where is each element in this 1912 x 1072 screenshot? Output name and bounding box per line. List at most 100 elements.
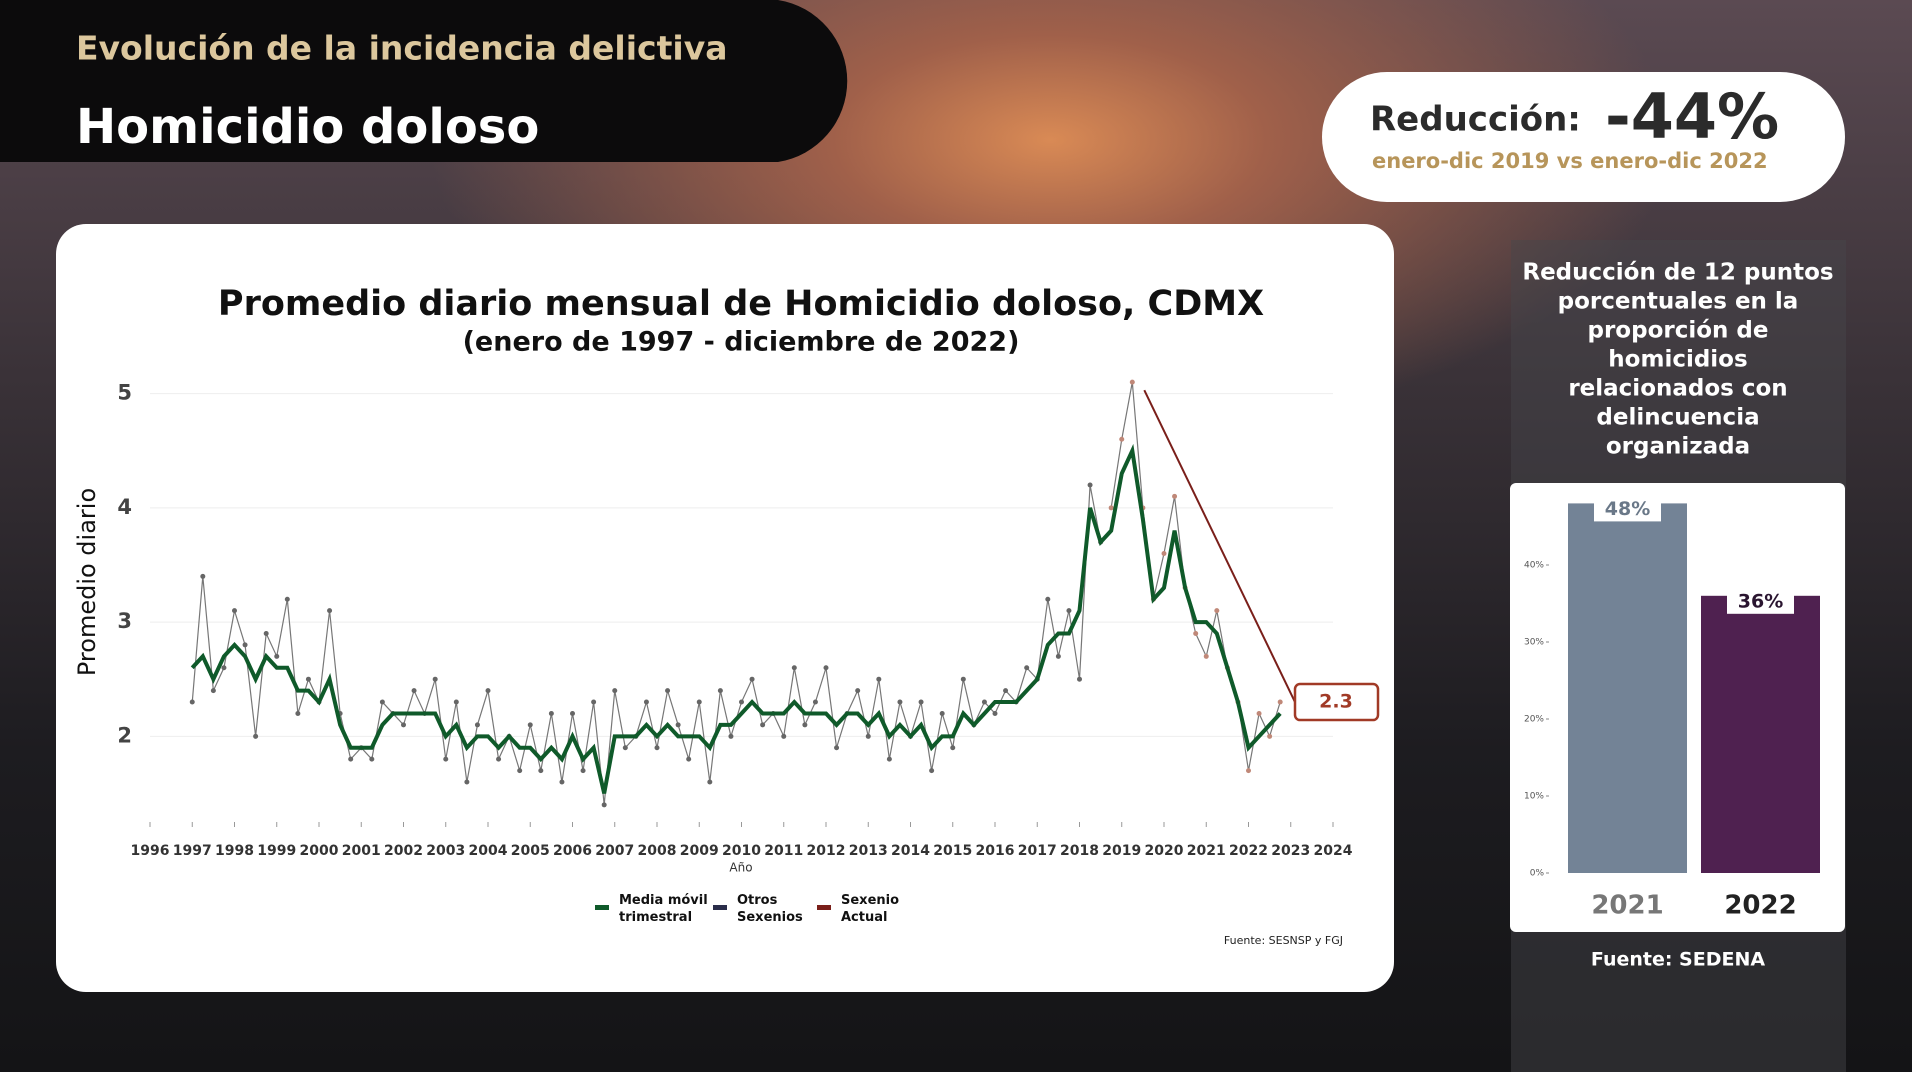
trend-line: [1143, 389, 1296, 703]
x-axis-label: Año: [729, 861, 752, 875]
x-tick-label: 2018: [1060, 843, 1099, 859]
data-point: [1055, 653, 1061, 659]
data-point: [221, 665, 227, 671]
reduction-value: -44%: [1605, 80, 1779, 153]
data-point: [1256, 710, 1262, 716]
data-point: [812, 699, 818, 705]
x-tick-label: 2011: [764, 843, 803, 859]
data-point: [1045, 596, 1051, 602]
data-point: [1172, 493, 1178, 499]
x-tick-label: 2019: [1102, 843, 1141, 859]
x-tick-label: 2007: [595, 843, 634, 859]
data-point: [1161, 551, 1167, 557]
x-tick-label: 2022: [1229, 843, 1268, 859]
data-point: [305, 676, 311, 682]
data-point: [1108, 505, 1114, 511]
data-point: [432, 676, 438, 682]
x-tick-label: 2006: [553, 843, 592, 859]
data-point: [1119, 436, 1125, 442]
data-point: [1203, 653, 1209, 659]
data-point: [739, 699, 744, 705]
data-point: [1246, 768, 1251, 774]
y-axis-label: Promedio diario: [73, 488, 101, 676]
data-point: [886, 756, 892, 762]
bar-source: Fuente: SEDENA: [1591, 949, 1765, 971]
data-point: [897, 699, 903, 705]
data-point: [559, 779, 565, 785]
data-point: [485, 688, 491, 694]
data-point: [760, 722, 766, 728]
side-note-line: porcentuales en la: [1558, 289, 1799, 315]
y-tick-label: 3: [117, 609, 132, 633]
x-tick-label: 1999: [257, 843, 296, 859]
data-point: [939, 710, 945, 716]
data-point: [591, 699, 597, 705]
side-note-line: proporción de: [1588, 318, 1769, 344]
end-value-label: 2.3: [1319, 691, 1353, 713]
y-tick-label: 4: [117, 495, 132, 519]
data-point: [1003, 688, 1009, 694]
data-point: [453, 699, 459, 705]
bar: [1568, 503, 1687, 873]
value-label-tab: [1727, 593, 1794, 614]
data-point: [601, 802, 607, 808]
data-point: [1277, 699, 1283, 705]
data-point: [538, 768, 544, 774]
line-chart-card: [56, 224, 1394, 992]
data-point: [401, 722, 406, 728]
chart-title: Promedio diario mensual de Homicidio dol…: [218, 284, 1264, 324]
data-point: [517, 768, 523, 774]
side-note-line: homicidios: [1608, 347, 1747, 373]
moving-average-line: [190, 443, 1282, 794]
x-tick-label: 2004: [469, 843, 508, 859]
x-tick-label: 2017: [1018, 843, 1057, 859]
data-point: [379, 699, 385, 705]
legend-label: Otros Sexenios: [737, 893, 803, 925]
legend-label: Media móvil trimestral: [619, 893, 708, 925]
reduction-label: Reducción:: [1370, 100, 1581, 140]
data-point: [496, 756, 502, 762]
data-point: [580, 768, 586, 774]
data-point: [707, 779, 713, 785]
data-point: [686, 756, 692, 762]
x-tick-label: 2012: [807, 843, 846, 859]
data-point: [411, 688, 417, 694]
y-tick-label: 10%: [1524, 792, 1544, 802]
data-point: [1129, 379, 1135, 385]
header-pill: [0, 0, 848, 162]
x-tick-label: 2001: [342, 843, 381, 859]
data-point: [960, 676, 966, 682]
data-point: [855, 688, 861, 694]
data-point: [527, 722, 533, 728]
data-point: [918, 699, 924, 705]
x-tick-label: 2005: [511, 843, 550, 859]
data-point: [791, 665, 797, 671]
data-point: [823, 665, 829, 671]
y-tick-label: 2: [117, 723, 132, 747]
data-point: [295, 710, 301, 716]
data-point: [284, 596, 290, 602]
y-tick-label: 0%: [1530, 869, 1545, 879]
data-point: [981, 699, 987, 705]
data-point: [1214, 608, 1220, 614]
data-point: [992, 710, 998, 716]
y-tick-label: 5: [117, 381, 132, 405]
y-tick-label: 40%: [1524, 561, 1544, 571]
data-point: [749, 676, 755, 682]
data-point: [242, 642, 248, 648]
data-point: [865, 733, 871, 739]
side-note-line: delincuencia: [1596, 405, 1759, 431]
data-point: [263, 630, 269, 636]
data-point: [612, 688, 618, 694]
x-tick-label: 2000: [300, 843, 339, 859]
x-tick-label: 2010: [722, 843, 761, 859]
data-point: [348, 756, 354, 762]
legend-swatch: [713, 905, 727, 910]
data-point: [369, 756, 375, 762]
data-point: [274, 653, 280, 659]
reduction-period: enero-dic 2019 vs enero-dic 2022: [1372, 149, 1768, 173]
data-point: [696, 699, 702, 705]
data-point: [1193, 630, 1199, 636]
x-tick-label: 2023: [1271, 843, 1310, 859]
